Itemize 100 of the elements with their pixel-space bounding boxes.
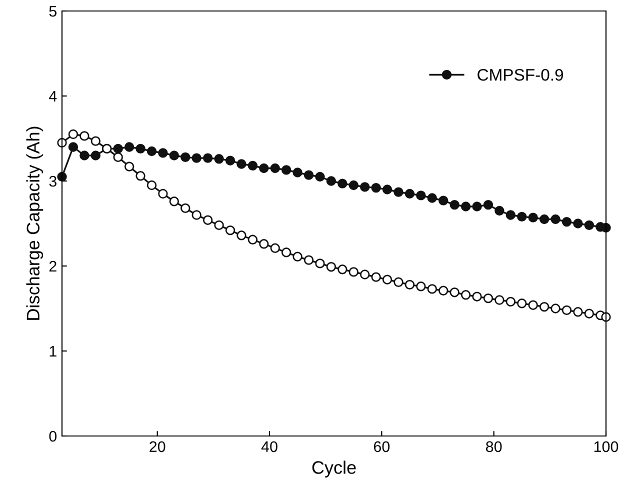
point: [326, 176, 336, 186]
point: [584, 308, 594, 318]
y-tick-label: 3: [49, 176, 56, 187]
point: [158, 148, 168, 158]
point: [236, 159, 246, 169]
point: [450, 287, 460, 298]
point: [214, 220, 224, 230]
point: [124, 142, 134, 152]
point: [304, 170, 314, 180]
point: [136, 144, 146, 154]
point: [304, 255, 314, 265]
y-tick-label: 5: [49, 6, 56, 17]
point: [192, 153, 202, 163]
point: [80, 150, 90, 160]
point: [214, 154, 224, 164]
point: [550, 304, 560, 314]
point: [483, 200, 494, 210]
point: [248, 234, 258, 245]
y-axis-title: Discharge Capacity (Ah): [26, 126, 44, 320]
point: [146, 146, 157, 156]
point: [169, 196, 180, 206]
x-tick-label: 60: [374, 441, 390, 452]
y-tick-label: 1: [50, 346, 56, 357]
point: [292, 168, 302, 178]
point: [506, 210, 516, 220]
point: [360, 182, 370, 192]
point: [539, 302, 550, 312]
point: [202, 153, 213, 163]
point: [416, 282, 426, 292]
point: [506, 296, 516, 307]
point: [427, 193, 438, 203]
point: [90, 150, 101, 160]
point: [438, 286, 448, 296]
point: [404, 188, 415, 199]
point: [483, 293, 494, 304]
point: [427, 284, 438, 294]
x-tick-label: 20: [150, 441, 166, 452]
point: [460, 290, 471, 300]
point: [136, 171, 146, 181]
point: [472, 202, 482, 212]
point: [202, 215, 213, 225]
point: [550, 214, 560, 224]
point: [573, 307, 583, 317]
point: [573, 218, 583, 228]
point: [146, 180, 157, 190]
point: [494, 206, 504, 216]
point: [517, 298, 527, 308]
point: [225, 156, 236, 166]
point: [259, 163, 269, 174]
y-tick-label: 4: [48, 91, 57, 102]
point: [248, 160, 258, 171]
point: [404, 280, 415, 290]
point: [338, 264, 348, 274]
point: [180, 203, 190, 214]
y-tick-label: 2: [49, 260, 56, 272]
point: [394, 187, 404, 197]
x-tick-label: 100: [594, 441, 618, 452]
point: [270, 163, 280, 174]
point: [360, 270, 370, 280]
point: [192, 210, 202, 220]
point: [472, 292, 482, 302]
point: [338, 178, 348, 188]
point: [225, 225, 236, 236]
point: [281, 165, 292, 175]
point: [562, 305, 572, 316]
point: [539, 214, 550, 224]
point: [259, 239, 269, 249]
point: [236, 230, 246, 240]
point: [57, 172, 67, 182]
point: [113, 144, 123, 154]
x-tick-label: 80: [486, 441, 502, 452]
point: [348, 180, 358, 190]
point: [416, 190, 426, 200]
point: [528, 212, 538, 222]
point: [180, 152, 190, 162]
point: [158, 188, 168, 199]
point: [528, 300, 538, 310]
point: [584, 220, 594, 230]
point: [382, 274, 392, 284]
point: [315, 172, 325, 182]
point: [348, 267, 358, 277]
point: [124, 162, 134, 172]
point: [394, 277, 404, 288]
y-tick-label: 0: [49, 430, 57, 442]
point: [450, 200, 460, 210]
x-tick-label: 40: [261, 441, 278, 452]
point: [68, 129, 78, 140]
point: [326, 262, 336, 272]
x-axis-title: Cycle: [312, 460, 356, 478]
point: [438, 196, 448, 206]
point: [562, 216, 572, 227]
point: [315, 258, 325, 268]
point: [371, 272, 381, 282]
point: [460, 202, 471, 212]
point: [270, 243, 280, 254]
point: [169, 150, 180, 160]
point: [113, 152, 123, 162]
point: [80, 131, 90, 141]
point: [292, 252, 302, 262]
point: [517, 212, 527, 222]
